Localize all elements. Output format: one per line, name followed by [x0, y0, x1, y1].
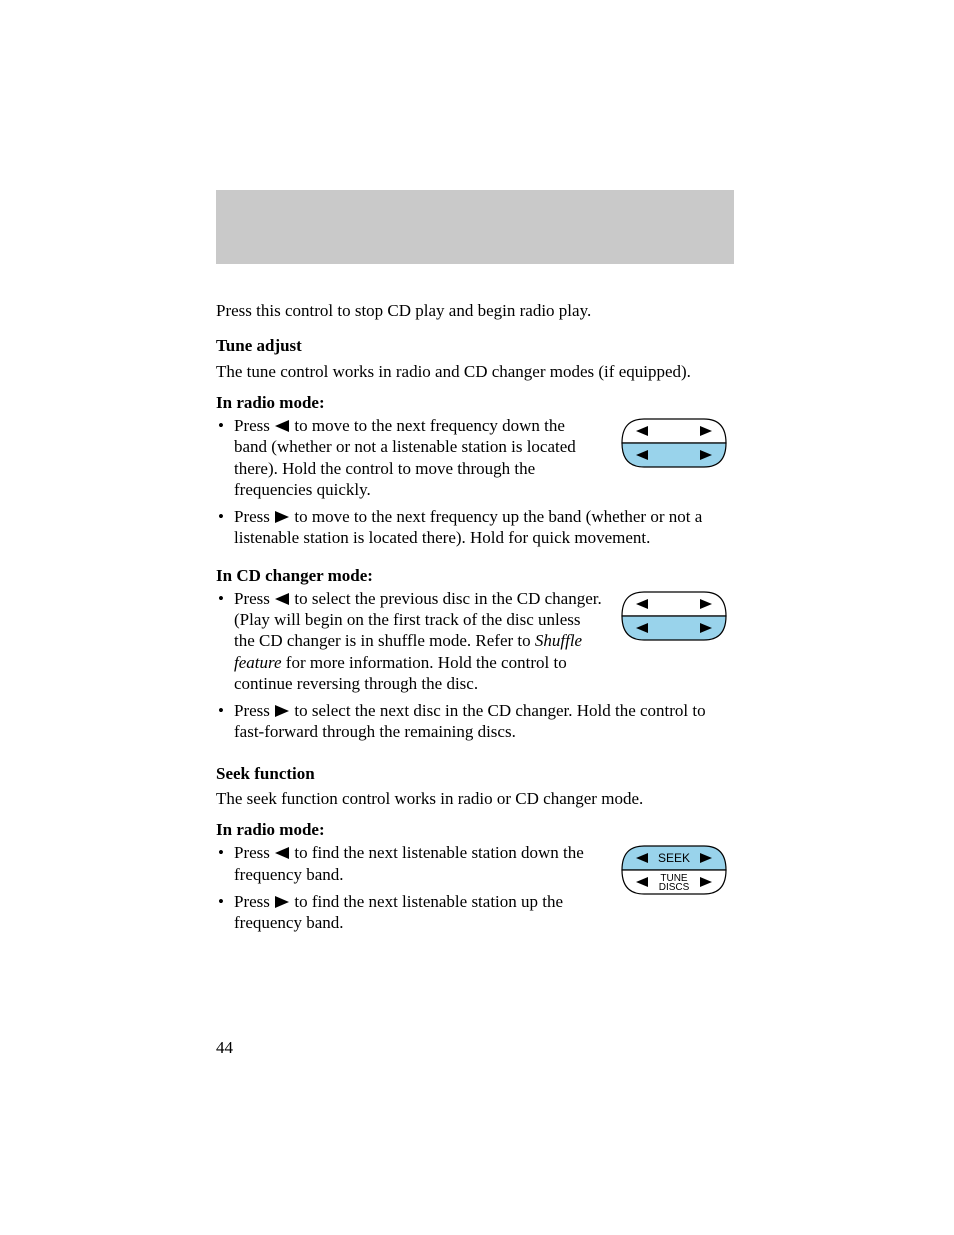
cd-mode-subhead: In CD changer mode: — [216, 565, 734, 586]
triangle-left-icon — [275, 847, 289, 859]
triangle-right-icon — [275, 705, 289, 717]
seek-function-heading: Seek function — [216, 763, 734, 784]
seek-li-1: Press to find the next listenable statio… — [232, 842, 734, 885]
seek-li-2: Press to find the next listenable statio… — [232, 891, 734, 934]
cd-mode-list: Press to select the previous disc in the… — [216, 588, 734, 743]
seek-block: SEEK TUNE DISCS Press to find the next l… — [216, 842, 734, 939]
radio-mode-block: Press to move to the next frequency down… — [216, 415, 734, 555]
radio-li-2: Press to move to the next frequency up t… — [232, 506, 734, 549]
radio-li-1: Press to move to the next frequency down… — [232, 415, 734, 500]
cd-li-1: Press to select the previous disc in the… — [232, 588, 734, 694]
triangle-right-icon — [275, 896, 289, 908]
triangle-right-icon — [275, 511, 289, 523]
header-band — [216, 190, 734, 264]
page-number: 44 — [216, 1038, 233, 1058]
cd-li-2: Press to select the next disc in the CD … — [232, 700, 734, 743]
content-body: Press this control to stop CD play and b… — [216, 300, 734, 939]
radio-mode-subhead: In radio mode: — [216, 392, 734, 413]
tune-adjust-heading: Tune adjust — [216, 335, 734, 356]
seek-intro-paragraph: The seek function control works in radio… — [216, 788, 734, 809]
tune-intro-paragraph: The tune control works in radio and CD c… — [216, 361, 734, 382]
triangle-left-icon — [275, 593, 289, 605]
press-stop-paragraph: Press this control to stop CD play and b… — [216, 300, 734, 321]
page: Press this control to stop CD play and b… — [0, 0, 954, 1235]
cd-mode-block: Press to select the previous disc in the… — [216, 588, 734, 749]
seek-radio-subhead: In radio mode: — [216, 819, 734, 840]
triangle-left-icon — [275, 420, 289, 432]
radio-mode-list: Press to move to the next frequency down… — [216, 415, 734, 549]
